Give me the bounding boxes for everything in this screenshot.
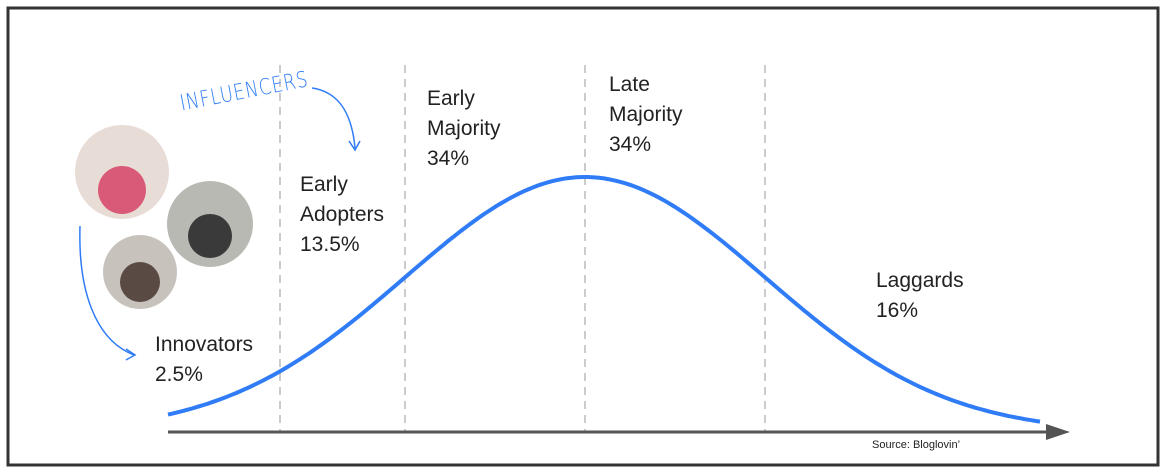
source: Source: Bloglovin’ bbox=[872, 439, 961, 451]
segment-name: Laggards bbox=[876, 269, 964, 292]
segment: Early Majority 34% bbox=[427, 84, 501, 174]
segment: Laggards 16% bbox=[876, 266, 964, 326]
segment: Early Adopters 13.5% bbox=[300, 170, 384, 260]
arrowhead bbox=[125, 348, 137, 361]
frame bbox=[6, 6, 1160, 467]
photo-detail bbox=[188, 214, 232, 258]
photo-detail bbox=[98, 166, 146, 214]
segment-name: Late Majority bbox=[609, 73, 683, 126]
segment-name: Early Majority bbox=[427, 87, 501, 140]
segment-name: Early Adopters bbox=[300, 173, 385, 226]
segment-share: 2.5% bbox=[155, 363, 203, 386]
segment: Innovators 2.5% bbox=[155, 330, 253, 390]
segment-share: 34% bbox=[427, 147, 470, 170]
segment-name: Innovators bbox=[155, 333, 254, 356]
segment-share: 13.5% bbox=[300, 233, 360, 256]
arrowhead bbox=[348, 140, 361, 152]
dividers bbox=[279, 65, 766, 432]
photo-detail bbox=[120, 262, 160, 302]
segment: Late Majority 34% bbox=[609, 70, 683, 160]
arrow bbox=[79, 225, 135, 356]
segment-share: 16% bbox=[876, 299, 919, 322]
adoption-curve bbox=[167, 175, 1041, 424]
segment-share: 34% bbox=[609, 133, 652, 156]
arrow bbox=[311, 87, 356, 149]
axis-arrow bbox=[1046, 424, 1070, 440]
